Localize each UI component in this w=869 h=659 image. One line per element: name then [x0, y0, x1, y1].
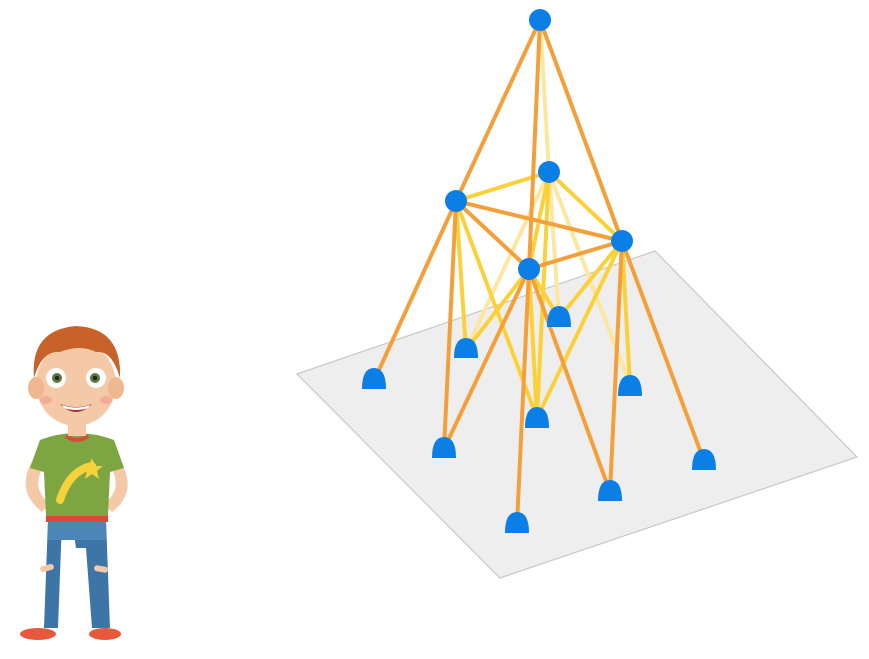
base-pad-icon	[505, 512, 529, 533]
base-pad-icon	[454, 338, 478, 358]
sticks-near	[372, 18, 706, 526]
boy-character-icon	[20, 326, 128, 640]
base-pad-icon	[362, 368, 386, 389]
base-pad-icon	[598, 480, 622, 501]
base-pad-icon	[692, 449, 716, 470]
base-pads	[362, 306, 716, 533]
ball-node-icon	[445, 190, 467, 212]
ball-node-icon	[611, 230, 633, 252]
ball-nodes	[445, 9, 633, 280]
base-pad-icon	[618, 375, 642, 396]
ball-node-icon	[529, 9, 551, 31]
base-pad-icon	[547, 306, 571, 327]
base-pad-icon	[432, 437, 456, 458]
ground-plane	[295, 250, 859, 579]
base-pad-icon	[525, 407, 549, 428]
ball-node-icon	[538, 161, 560, 183]
ball-node-icon	[518, 258, 540, 280]
